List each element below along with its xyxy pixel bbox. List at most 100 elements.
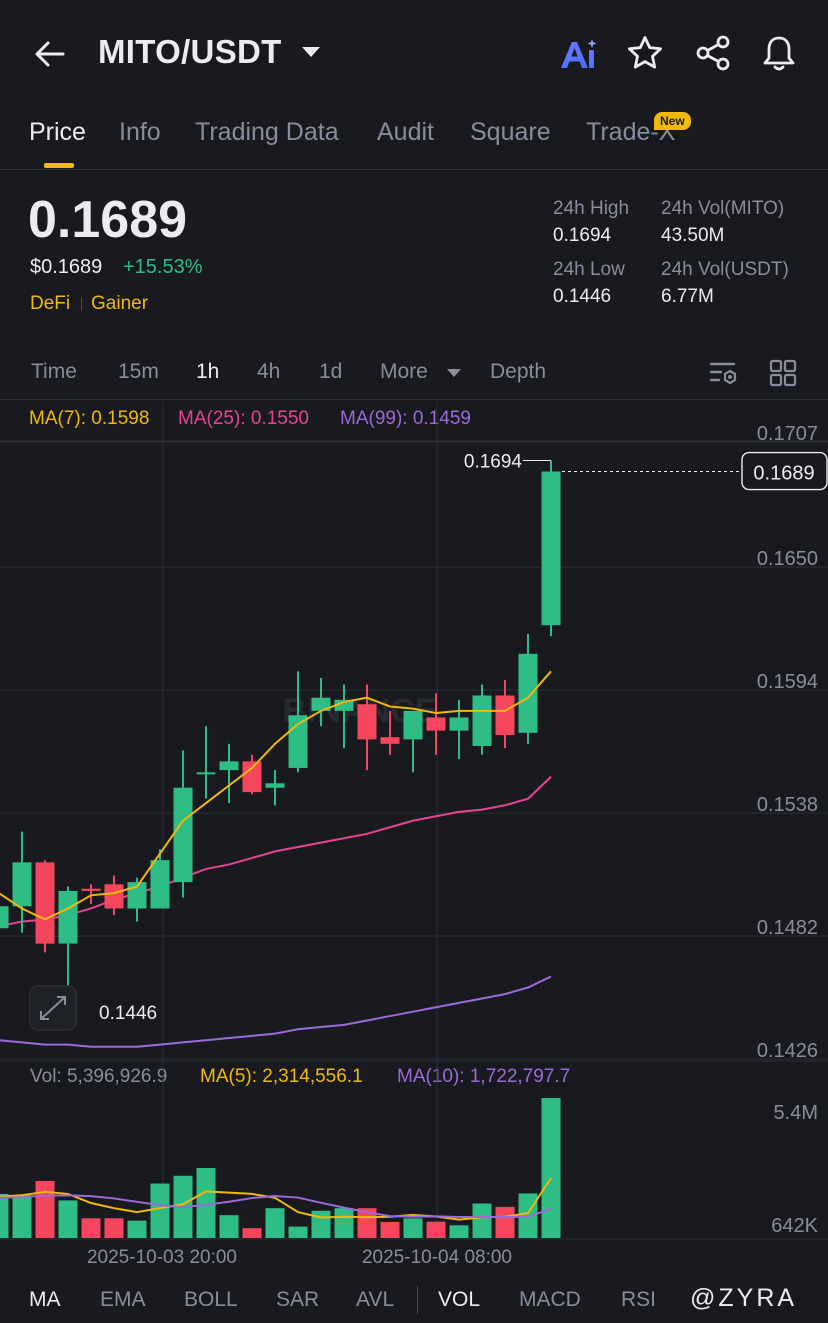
usd-price: $0.1689 <box>30 256 103 278</box>
candle-body <box>12 862 32 907</box>
tag-divider <box>81 297 82 311</box>
pair-title[interactable]: MITO/USDT <box>98 33 282 70</box>
expand-chart-icon[interactable] <box>29 985 77 1031</box>
volume-bar <box>426 1221 446 1238</box>
candle-body <box>173 787 193 883</box>
volume-bar <box>449 1225 469 1238</box>
tab-info[interactable]: Info <box>119 118 161 146</box>
indicator-ma[interactable]: MA <box>29 1288 61 1311</box>
candle-body <box>403 710 423 740</box>
tab-price[interactable]: Price <box>29 118 86 146</box>
volume-bar <box>472 1203 492 1238</box>
candle-body <box>541 471 561 626</box>
indicator-boll[interactable]: BOLL <box>184 1288 238 1311</box>
interval-time[interactable]: Time <box>31 360 77 383</box>
candle-body <box>219 761 239 771</box>
price-axis-tick: 0.1650 <box>757 548 818 570</box>
back-arrow-icon[interactable] <box>30 34 70 74</box>
interval-1d[interactable]: 1d <box>319 360 343 383</box>
volume-axis-tick: 642K <box>771 1215 818 1237</box>
volume-bar <box>357 1208 377 1238</box>
indicator-macd[interactable]: MACD <box>519 1288 581 1311</box>
indicator-ema[interactable]: EMA <box>100 1288 146 1311</box>
vol-ma10-line <box>0 1194 552 1218</box>
price-axis-tick: 0.1594 <box>757 671 818 693</box>
indicator-rsi[interactable]: RSI <box>621 1288 657 1311</box>
x-axis-tick: 2025-10-04 08:00 <box>362 1247 512 1268</box>
stat-vol-base-value: 43.50M <box>661 225 725 246</box>
new-badge: New <box>654 112 691 130</box>
indicator-avl[interactable]: AVL <box>356 1288 395 1311</box>
candle-body <box>0 906 9 929</box>
price-change-percent: +15.53% <box>123 256 203 278</box>
candle-body <box>472 695 492 746</box>
interval-1h[interactable]: 1h <box>196 360 220 383</box>
candle-body <box>495 695 515 736</box>
legend-ma7: MA(7): 0.1598 <box>29 408 150 429</box>
volume-bar <box>288 1226 308 1238</box>
last-price: 0.1689 <box>28 191 188 249</box>
volume-bar <box>127 1220 147 1238</box>
volume-bar <box>219 1215 239 1238</box>
price-axis-tick: 0.1707 <box>757 423 818 445</box>
share-icon[interactable] <box>694 34 732 72</box>
legend-ma25: MA(25): 0.1550 <box>178 408 309 429</box>
x-axis-tick: 2025-10-03 20:00 <box>87 1247 237 1268</box>
tab-audit[interactable]: Audit <box>377 118 434 146</box>
candle-body <box>150 860 170 909</box>
legend-vol-ma5: MA(5): 2,314,556.1 <box>200 1066 363 1087</box>
interval-15m[interactable]: 15m <box>118 360 159 383</box>
price-axis-tick: 0.1538 <box>757 794 818 816</box>
ai-icon[interactable] <box>558 36 598 72</box>
chevron-down-icon[interactable] <box>300 44 322 60</box>
chart-settings-icon[interactable] <box>708 358 740 388</box>
volume-bar <box>311 1210 331 1238</box>
candlestick-chart[interactable]: 0.17070.16500.15940.15380.14820.1426BINA… <box>0 402 828 1272</box>
volume-bar <box>104 1218 124 1238</box>
candle-body <box>242 761 262 793</box>
tab-square[interactable]: Square <box>470 118 551 146</box>
indicator-bar: MA EMA BOLL SAR AVL VOL MACD RSI @ZYRA <box>0 1272 828 1323</box>
volume-bar <box>196 1168 216 1238</box>
candle-body <box>334 699 354 711</box>
candle-body <box>449 717 469 731</box>
volume-bar <box>403 1218 423 1238</box>
indicator-vol[interactable]: VOL <box>438 1288 481 1311</box>
legend-vol: Vol: 5,396,926.9 <box>30 1066 168 1087</box>
stat-vol-quote-value: 6.77M <box>661 286 714 307</box>
candle-body <box>35 862 55 944</box>
stat-low-label: 24h Low <box>553 259 625 280</box>
candle-body <box>58 890 78 944</box>
candle-body <box>380 737 400 744</box>
last-price-label: 0.1689 <box>753 463 814 485</box>
volume-bar <box>242 1228 262 1238</box>
tag-defi[interactable]: DeFi <box>30 293 71 314</box>
volume-bar <box>150 1183 170 1238</box>
tab-trading-data[interactable]: Trading Data <box>195 118 339 146</box>
indicator-sar[interactable]: SAR <box>276 1288 320 1311</box>
star-icon[interactable] <box>626 34 664 72</box>
stat-low-value: 0.1446 <box>553 286 612 307</box>
candle-body <box>311 697 331 711</box>
bell-icon[interactable] <box>760 34 798 72</box>
ma7-line <box>0 670 552 921</box>
interval-more[interactable]: More <box>380 360 428 383</box>
volume-bar <box>0 1193 9 1238</box>
volume-bar <box>334 1208 354 1238</box>
volume-bar <box>81 1218 101 1238</box>
top-bar: MITO/USDT <box>0 0 828 104</box>
stat-vol-base-label: 24h Vol(MITO) <box>661 198 785 219</box>
volume-bar <box>35 1180 55 1238</box>
caret-down-icon[interactable] <box>446 368 462 378</box>
price-axis-tick: 0.1482 <box>757 917 818 939</box>
layout-grid-icon[interactable] <box>768 358 798 388</box>
legend-vol-ma10: MA(10): 1,722,797.7 <box>397 1066 571 1087</box>
tag-gainer[interactable]: Gainer <box>91 293 149 314</box>
interval-4h[interactable]: 4h <box>257 360 281 383</box>
main-tabs: Price Info Trading Data Audit Square Tra… <box>0 104 828 170</box>
volume-bar <box>495 1206 515 1238</box>
interval-depth[interactable]: Depth <box>490 360 547 383</box>
volume-axis-tick: 5.4M <box>774 1102 818 1124</box>
volume-bar <box>541 1098 561 1238</box>
high-marker-label: 0.1694 <box>464 452 523 473</box>
